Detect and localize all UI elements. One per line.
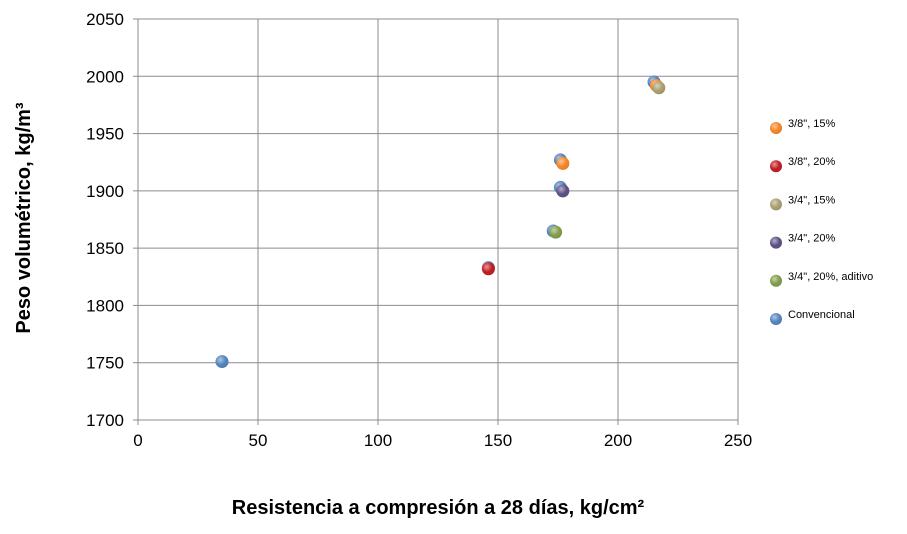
x-tick-label: 150: [484, 431, 512, 450]
legend-entry: 3/8", 15%: [770, 118, 836, 134]
data-points: [215, 75, 666, 369]
legend-entry: Convencional: [770, 309, 855, 325]
x-tick-label: 50: [249, 431, 268, 450]
x-tick-label: 100: [364, 431, 392, 450]
y-tick-label: 2050: [86, 10, 124, 29]
x-axis-title: Resistencia a compresión a 28 días, kg/c…: [232, 497, 645, 519]
data-point: [556, 156, 570, 170]
x-tick-label: 200: [604, 431, 632, 450]
legend-label: 3/8", 15%: [788, 118, 836, 130]
y-tick-label: 1900: [86, 182, 124, 201]
legend-label: 3/4", 20%, aditivo: [788, 271, 873, 283]
legend-label: 3/4", 20%: [788, 233, 836, 245]
y-tick-label: 2000: [86, 67, 124, 86]
legend: 3/8", 15% 3/8", 20% 3/4", 15% 3/4", 20% 3/4"…: [770, 118, 873, 325]
legend-entry: 3/4", 20%: [770, 233, 836, 249]
y-tick-label: 1850: [86, 239, 124, 258]
legend-entry: 3/4", 15%: [770, 194, 836, 211]
axes: 0 50 100 150 200 250 1700 1750 1800 1850 1900 1950 2…: [86, 10, 752, 450]
x-tick-label: 250: [724, 431, 752, 450]
x-tick-label: 0: [133, 431, 142, 450]
y-axis-title: Peso volumétrico, kg/m³: [13, 102, 35, 334]
legend-entry: 3/4", 20%, aditivo: [770, 271, 873, 287]
data-point: [652, 81, 666, 95]
data-point: [549, 225, 563, 239]
y-tick-label: 1950: [86, 125, 124, 144]
y-tick-label: 1800: [86, 296, 124, 315]
y-tick-label: 1700: [86, 411, 124, 430]
legend-entry: 3/8", 20%: [770, 156, 836, 173]
y-tick-label: 1750: [86, 354, 124, 373]
legend-label: Convencional: [788, 309, 855, 321]
data-point: [481, 262, 495, 276]
data-point: [215, 355, 229, 369]
legend-label: 3/4", 15%: [788, 194, 836, 206]
grid: [137, 18, 739, 421]
legend-label: 3/8", 20%: [788, 156, 836, 168]
data-point: [556, 184, 570, 198]
